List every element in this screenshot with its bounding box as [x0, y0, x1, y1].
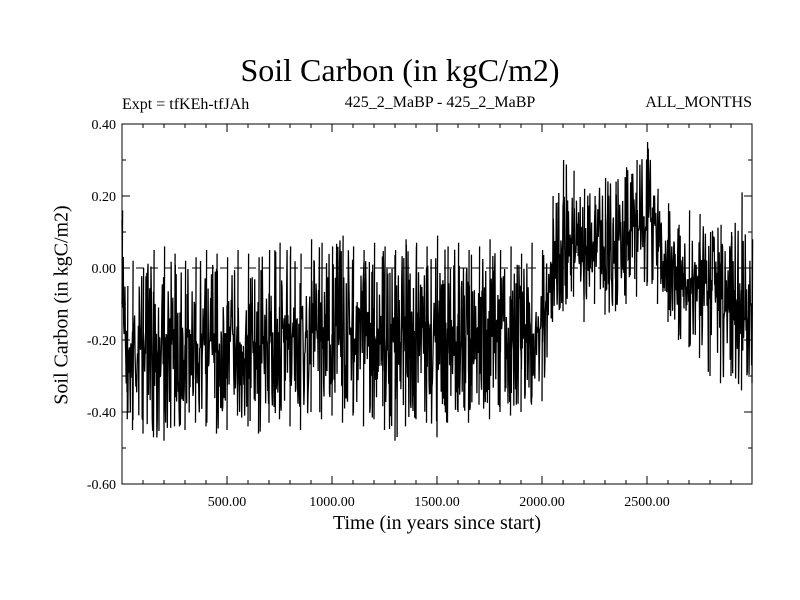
y-tick-label: 0.00: [92, 262, 117, 277]
ticks-layer: 0.40 0.20 0.00 -0.20 -0.40 -0.60 500.00 1000.00…: [87, 118, 752, 510]
x-tick-label: 2500.00: [624, 495, 670, 510]
series-0-line: [121, 141, 754, 441]
y-tick-label: 0.40: [92, 118, 117, 133]
x-tick-label: 1000.00: [309, 495, 355, 510]
y-tick-label: -0.20: [87, 334, 116, 349]
x-tick-label: 500.00: [208, 495, 247, 510]
x-tick-label: 1500.00: [414, 495, 460, 510]
x-tick-label: 2000.00: [519, 495, 565, 510]
x-axis-label: Time (in years since start): [332, 512, 542, 534]
y-tick-label: -0.60: [87, 478, 116, 493]
chart-title: Soil Carbon (in kgC/m2): [240, 52, 560, 88]
y-tick-label: -0.40: [87, 406, 116, 421]
chart-subtitle: 425_2_MaBP - 425_2_MaBP: [344, 94, 536, 111]
experiment-label: Expt = tfKEh-tfJAh: [122, 96, 250, 113]
plot-frame: [121, 123, 753, 485]
period-label: ALL_MONTHS: [645, 94, 752, 111]
y-tick-label: 0.20: [92, 190, 117, 205]
series-layer: [121, 141, 754, 441]
